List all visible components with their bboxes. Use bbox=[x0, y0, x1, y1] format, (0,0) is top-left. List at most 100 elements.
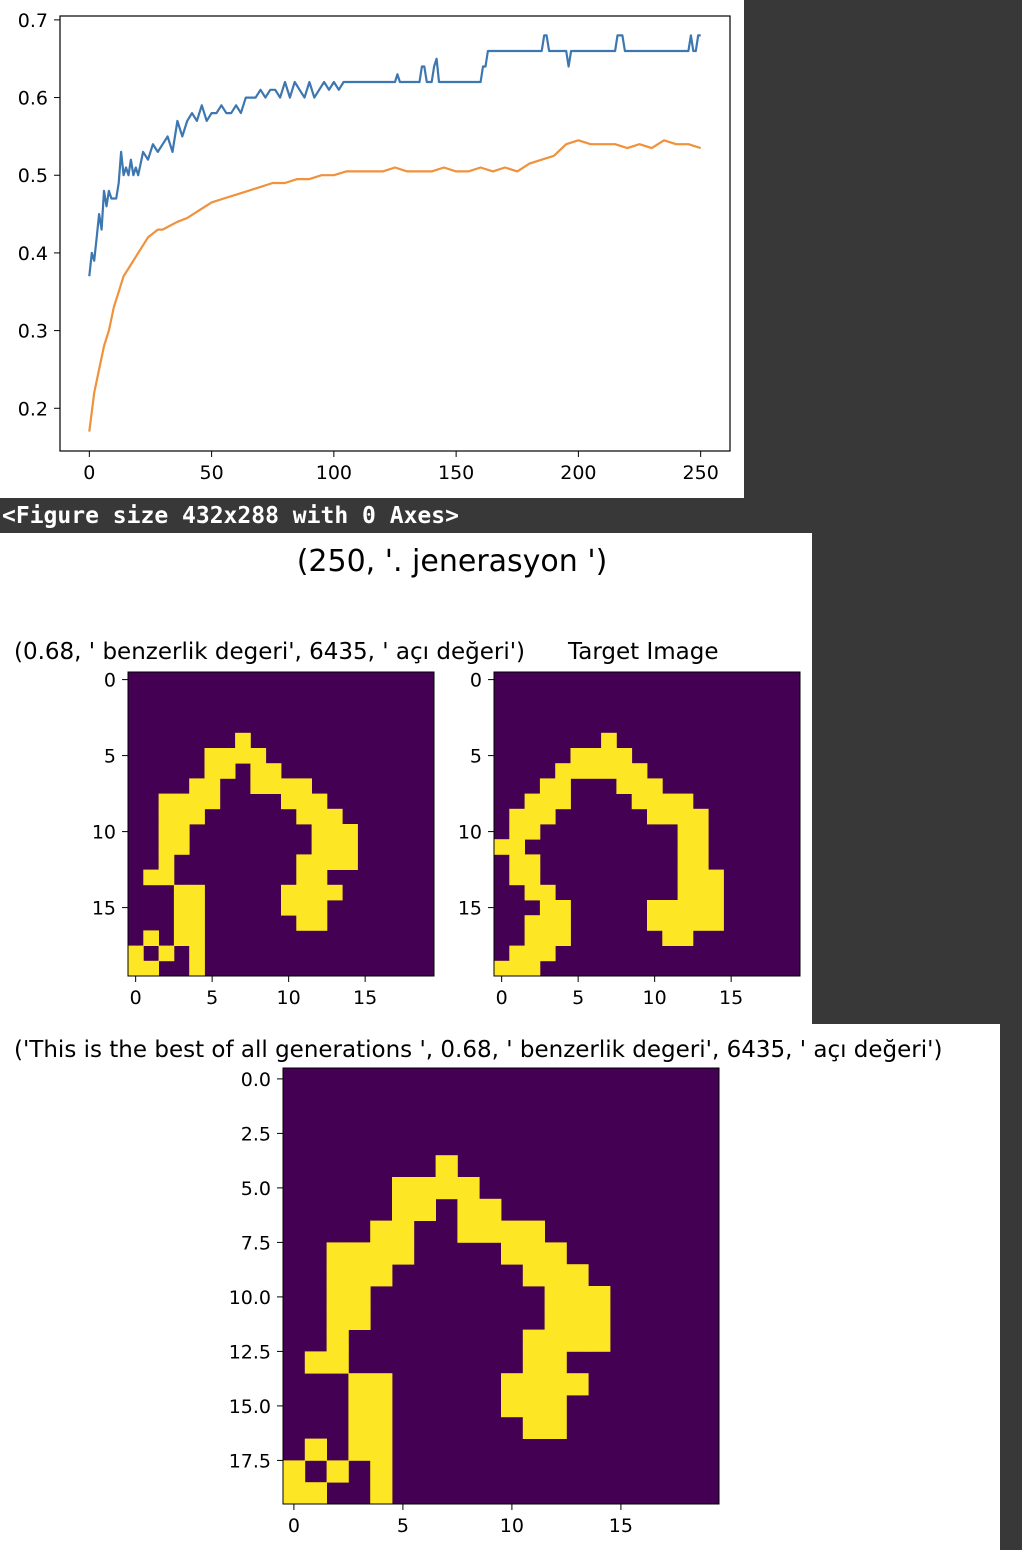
heatmap-cell bbox=[457, 1177, 480, 1200]
best-all-generations-panel: ('This is the best of all generations ',… bbox=[0, 1024, 1000, 1550]
heatmap-cell bbox=[250, 748, 267, 764]
heatmap-cell bbox=[524, 793, 541, 810]
heatmap-cell bbox=[189, 793, 205, 810]
heatmap-cell bbox=[585, 748, 602, 764]
heatmap-cell bbox=[588, 1307, 611, 1330]
heatmap-cell bbox=[570, 763, 587, 779]
line-plot-panel: 0 50 100 150 200 250 0.2 0.3 0.4 0.5 0.6 0.7 bbox=[0, 0, 744, 498]
heatmap-cell bbox=[370, 1373, 393, 1396]
heatmap-cell bbox=[173, 930, 190, 946]
heatmap-cell bbox=[692, 839, 709, 855]
heatmap-cell bbox=[662, 793, 678, 810]
heatmap-cell bbox=[555, 763, 571, 779]
heatmap-cell bbox=[544, 1264, 567, 1287]
heatmap-cell bbox=[311, 915, 328, 931]
heatmap-cell bbox=[348, 1242, 371, 1265]
heatmap-cell bbox=[539, 915, 556, 931]
heatmap-cell bbox=[524, 960, 541, 977]
heatmap-cell bbox=[348, 1373, 371, 1396]
heatmap-cell bbox=[219, 748, 236, 764]
heatmap-cell bbox=[509, 945, 525, 962]
x-tick-label: 0 bbox=[83, 462, 95, 484]
heatmap-cell bbox=[413, 1177, 436, 1200]
target-image-title: Target Image bbox=[567, 639, 719, 665]
plot-frame bbox=[59, 15, 731, 452]
heatmap-cell bbox=[143, 869, 159, 886]
heatmap-cell bbox=[501, 1242, 524, 1265]
heatmap-cell bbox=[509, 960, 525, 977]
heatmap-cell bbox=[311, 824, 328, 840]
heatmap-cell bbox=[677, 824, 694, 840]
y-tick-label: 5 bbox=[104, 746, 116, 768]
heatmap-cell bbox=[265, 778, 282, 794]
heatmap-cell bbox=[189, 778, 205, 794]
heatmap-cell bbox=[539, 808, 556, 825]
heatmap-cell bbox=[677, 930, 694, 946]
heatmap-frame bbox=[127, 671, 435, 977]
heatmap-cell bbox=[555, 793, 571, 810]
heatmap-cell bbox=[494, 839, 510, 855]
generation-figure-panel: (250, '. jenerasyon ') (0.68, ' benzerli… bbox=[0, 533, 812, 1024]
best-all-generations-figure: ('This is the best of all generations ',… bbox=[14, 1037, 942, 1537]
heatmap-cell bbox=[189, 960, 205, 977]
heatmap-cell bbox=[204, 748, 221, 764]
heatmap-cell bbox=[296, 854, 312, 870]
heatmap-cell bbox=[348, 1438, 371, 1461]
heatmap-cell bbox=[281, 793, 297, 810]
x-tick-label: 150 bbox=[438, 462, 474, 484]
y-tick-label: 0 bbox=[470, 670, 482, 692]
heatmap-cell bbox=[522, 1416, 545, 1439]
heatmap-cell bbox=[158, 869, 175, 886]
y-tick-label: 7.5 bbox=[241, 1232, 271, 1254]
heatmap-cell bbox=[326, 1242, 349, 1265]
heatmap-cell bbox=[392, 1242, 415, 1265]
y-tick-label: 0.4 bbox=[18, 243, 48, 265]
x-tick-label: 15 bbox=[353, 987, 377, 1009]
heatmap-cell bbox=[631, 778, 648, 794]
heatmap-cell bbox=[281, 778, 297, 794]
heatmap-cell bbox=[219, 763, 236, 779]
heatmap-cell bbox=[677, 900, 694, 916]
heatmap-cell bbox=[555, 930, 571, 946]
heatmap-cell bbox=[296, 793, 312, 810]
heatmap-cell bbox=[509, 869, 525, 886]
y-tick-label: 15.0 bbox=[229, 1396, 271, 1418]
heatmap-cell bbox=[173, 900, 190, 916]
heatmap-cell bbox=[692, 900, 709, 916]
heatmap-cell bbox=[662, 930, 678, 946]
heatmap-cell bbox=[566, 1286, 589, 1309]
heatmap-cell bbox=[544, 1286, 567, 1309]
x-tick-label: 10 bbox=[277, 987, 301, 1009]
heatmap-cell bbox=[522, 1395, 545, 1418]
heatmap-cell bbox=[311, 808, 328, 825]
heatmap-cell bbox=[173, 824, 190, 840]
heatmap-cell bbox=[566, 1264, 589, 1287]
heatmap-cell bbox=[326, 1286, 349, 1309]
heatmap-cell bbox=[326, 1351, 349, 1374]
heatmap-cell bbox=[173, 793, 190, 810]
heatmap-cell bbox=[662, 915, 678, 931]
heatmap-cell bbox=[326, 884, 343, 901]
heatmap-cell bbox=[189, 930, 205, 946]
heatmap-cell bbox=[544, 1395, 567, 1418]
heatmap-cell bbox=[677, 793, 694, 810]
heatmap-cell bbox=[296, 915, 312, 931]
heatmap-cell bbox=[677, 869, 694, 886]
heatmap-cell bbox=[250, 763, 267, 779]
heatmap-cell bbox=[392, 1198, 415, 1221]
heatmap-cell bbox=[342, 839, 358, 855]
heatmap-cell bbox=[326, 839, 343, 855]
heatmap-cell bbox=[128, 945, 144, 962]
heatmap-cell bbox=[677, 884, 694, 901]
heatmap-cell bbox=[304, 1351, 327, 1374]
best-individual-heatmap: 0 5 10 15 0 5 10 15 bbox=[92, 670, 435, 1009]
heatmap-cell bbox=[501, 1373, 524, 1396]
heatmap-cell bbox=[311, 869, 328, 886]
heatmap-cell bbox=[311, 793, 328, 810]
heatmap-cell bbox=[539, 945, 556, 962]
heatmap-cell bbox=[601, 732, 617, 749]
heatmap-cell bbox=[555, 900, 571, 916]
heatmap-cell bbox=[522, 1329, 545, 1352]
heatmap-cell bbox=[524, 884, 541, 901]
y-tick-label: 0.0 bbox=[241, 1069, 271, 1091]
